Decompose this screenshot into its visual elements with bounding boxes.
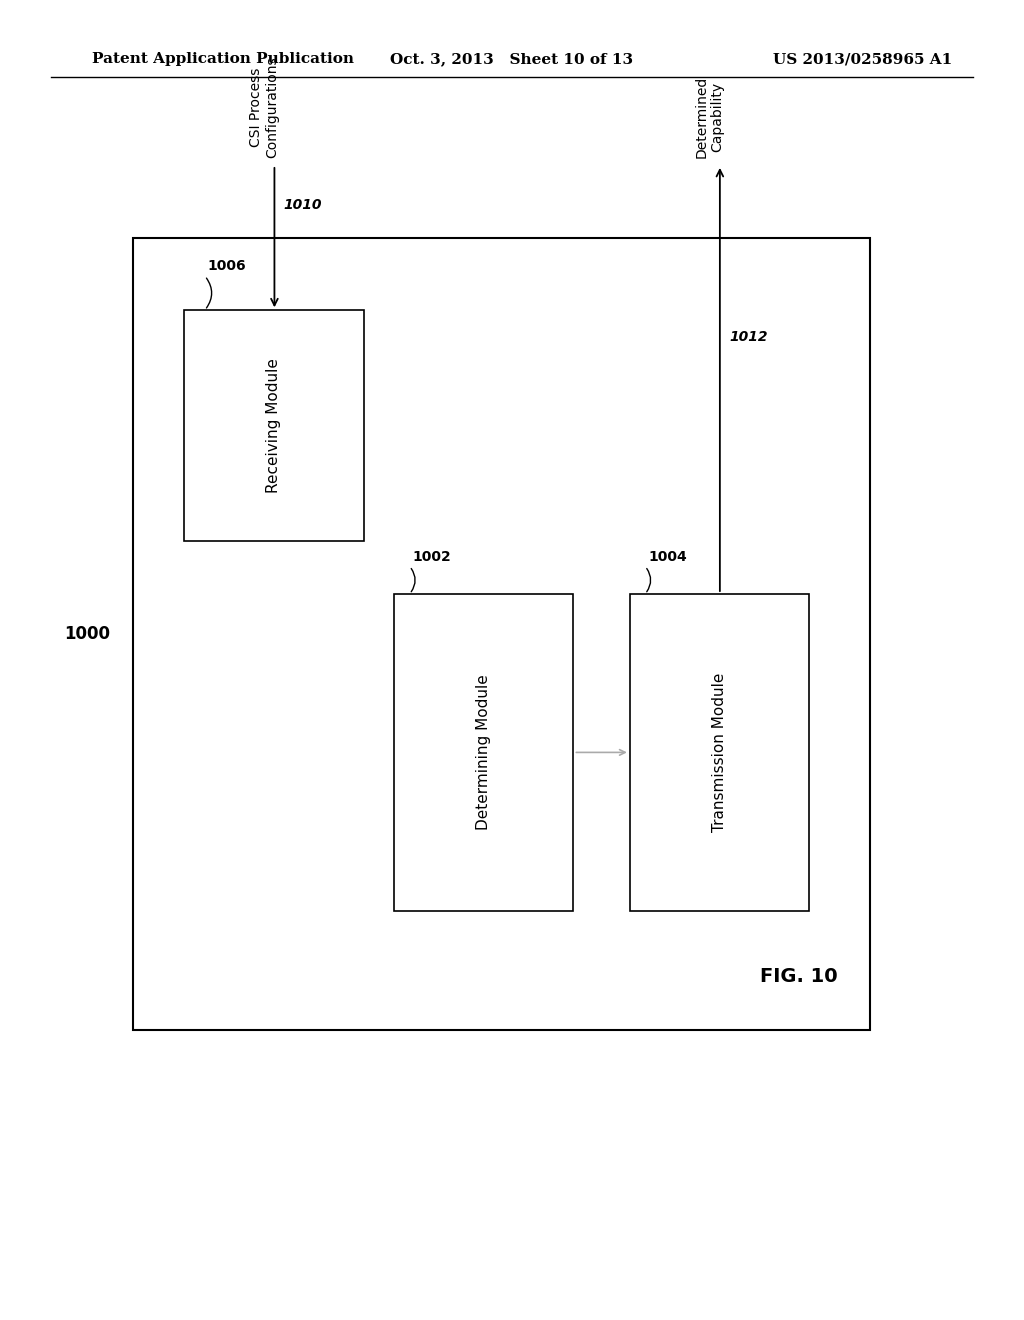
Text: FIG. 10: FIG. 10: [760, 968, 838, 986]
Bar: [630, 594, 809, 911]
Text: 1006: 1006: [208, 259, 247, 273]
Bar: [184, 310, 364, 541]
Text: Transmission Module: Transmission Module: [712, 673, 727, 832]
Text: Patent Application Publication: Patent Application Publication: [92, 53, 354, 66]
Text: CSI Process
Configurations: CSI Process Configurations: [249, 57, 280, 158]
Text: Oct. 3, 2013   Sheet 10 of 13: Oct. 3, 2013 Sheet 10 of 13: [390, 53, 634, 66]
Text: 1010: 1010: [284, 198, 323, 211]
Text: Determined
Capability: Determined Capability: [694, 77, 725, 158]
Text: 1004: 1004: [648, 549, 687, 564]
Text: 1012: 1012: [729, 330, 768, 343]
Text: Determining Module: Determining Module: [476, 675, 492, 830]
Bar: [394, 594, 573, 911]
Text: 1000: 1000: [65, 624, 110, 643]
Bar: [133, 238, 870, 1030]
Text: 1002: 1002: [413, 549, 452, 564]
Text: US 2013/0258965 A1: US 2013/0258965 A1: [773, 53, 952, 66]
Text: Receiving Module: Receiving Module: [266, 358, 282, 494]
